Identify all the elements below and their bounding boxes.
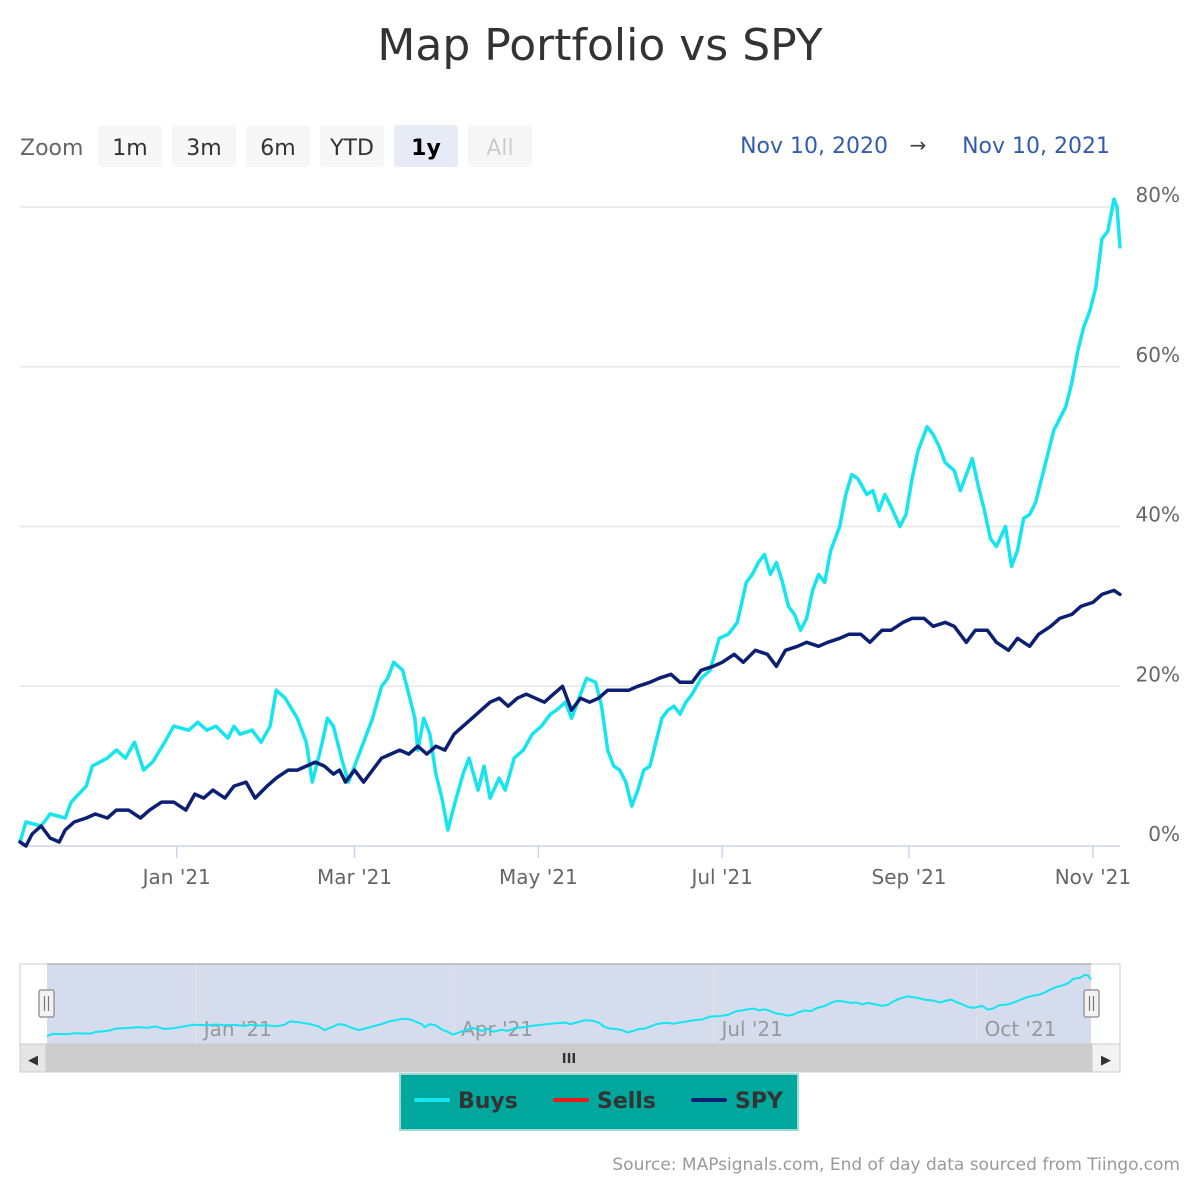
zoom-button-1y-label[interactable]: 1y <box>411 136 441 161</box>
scrollbar-grip-icon[interactable]: III <box>562 1052 577 1067</box>
y-tick-label: 60% <box>1136 343 1180 367</box>
chart-title: Map Portfolio vs SPY <box>377 20 822 71</box>
scrollbar-left-button[interactable] <box>19 1043 47 1073</box>
navigator-tick-label: Jul '21 <box>719 1017 782 1041</box>
zoom-label: Zoom <box>20 136 83 161</box>
navigator-tick-label: Apr '21 <box>461 1017 533 1041</box>
legend-label-spy[interactable]: SPY <box>735 1089 784 1114</box>
legend-box <box>399 1073 799 1131</box>
legend-item-spy[interactable]: SPY <box>691 1089 784 1114</box>
y-tick-label: 80% <box>1136 183 1180 207</box>
x-tick-label: May '21 <box>499 865 578 889</box>
navigator-selection[interactable] <box>47 964 1091 1044</box>
y-tick-label: 40% <box>1136 503 1180 527</box>
range-arrow-icon: → <box>910 133 927 157</box>
navigator-left-handle-box[interactable] <box>38 989 55 1018</box>
zoom-button-3m-bg[interactable] <box>172 125 236 167</box>
zoom-button-1m-label[interactable]: 1m <box>112 136 147 161</box>
x-tick-label: Jul '21 <box>689 865 752 889</box>
zoom-button-1y-bg[interactable] <box>394 125 458 167</box>
navigator-series: Jan '21 Apr '21 Jul '21 Oct '21 <box>46 964 1092 1044</box>
x-axis: Jan '21 Mar '21 May '21 Jul '21 Sep '21 Nov '… <box>141 846 1131 889</box>
x-tick-label: Nov '21 <box>1055 865 1131 889</box>
series <box>18 197 1122 848</box>
legend-item-sells[interactable]: Sells <box>553 1089 656 1114</box>
y-tick-label: 0% <box>1148 822 1180 846</box>
legend-item-buys[interactable]: Buys <box>414 1089 518 1114</box>
arrow-right-icon[interactable]: ▶ <box>1101 1053 1111 1068</box>
y-tick-label: 20% <box>1136 662 1180 686</box>
zoom-button-ytd[interactable]: YTD <box>320 125 384 167</box>
zoom-button-all-bg[interactable] <box>468 125 532 167</box>
range-selector: Zoom 1m 3m 6m YTD 1y All Nov 10, 2020 → … <box>20 125 1110 167</box>
legend-label-buys[interactable]: Buys <box>458 1089 518 1114</box>
legend: Buys Sells SPY <box>399 1073 799 1131</box>
navigator-series-line <box>46 973 1092 1037</box>
range-from-input[interactable]: Nov 10, 2020 <box>740 134 888 159</box>
zoom-button-6m-label[interactable]: 6m <box>260 136 295 161</box>
zoom-button-6m[interactable]: 6m <box>246 125 310 167</box>
zoom-button-1m-bg[interactable] <box>98 125 162 167</box>
x-tick-label: Jan '21 <box>141 865 211 889</box>
series-line-buys[interactable] <box>18 197 1122 844</box>
zoom-button-all-label[interactable]: All <box>486 136 513 161</box>
zoom-button-1m[interactable]: 1m <box>98 125 162 167</box>
zoom-button-1y[interactable]: 1y <box>394 125 458 167</box>
zoom-button-3m-label[interactable]: 3m <box>186 136 221 161</box>
zoom-button-ytd-bg[interactable] <box>320 125 384 167</box>
legend-label-sells[interactable]: Sells <box>597 1089 656 1114</box>
navigator-tick-label: Oct '21 <box>985 1017 1057 1041</box>
navigator-right-handle[interactable] <box>1083 989 1100 1018</box>
zoom-button-3m[interactable]: 3m <box>172 125 236 167</box>
series-line-spy[interactable] <box>18 588 1122 848</box>
scrollbar-thumb[interactable] <box>46 1044 1092 1072</box>
navigator-left-handle[interactable] <box>38 989 55 1018</box>
grid <box>20 206 1120 687</box>
zoom-button-all[interactable]: All <box>468 125 532 167</box>
y-axis: 0% 20% 40% 60% 80% <box>1136 183 1180 846</box>
source-credit[interactable]: Source: MAPsignals.com, End of day data … <box>612 1155 1180 1175</box>
navigator-tick-label: Jan '21 <box>202 1017 272 1041</box>
navigator[interactable]: Jan '21 Apr '21 Jul '21 Oct '21 <box>19 963 1121 1045</box>
scrollbar[interactable]: ◀ III ▶ <box>19 1043 1121 1073</box>
zoom-button-6m-bg[interactable] <box>246 125 310 167</box>
range-to-input[interactable]: Nov 10, 2021 <box>962 134 1110 159</box>
arrow-left-icon[interactable]: ◀ <box>28 1053 38 1068</box>
zoom-button-ytd-label[interactable]: YTD <box>329 136 374 161</box>
x-tick-label: Sep '21 <box>872 865 947 889</box>
navigator-right-handle-box[interactable] <box>1083 989 1100 1018</box>
x-tick-label: Mar '21 <box>317 865 392 889</box>
scrollbar-right-button[interactable] <box>1091 1043 1121 1073</box>
